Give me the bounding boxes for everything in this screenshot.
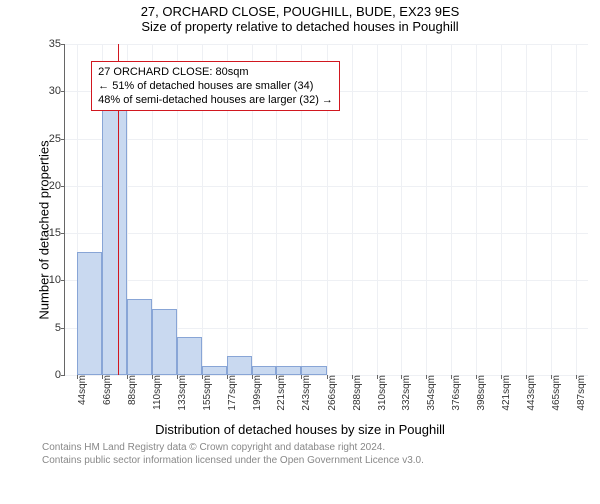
- y-tick-mark: [61, 233, 65, 234]
- histogram-bar: [127, 299, 152, 375]
- x-tick-label: 44sqm: [75, 375, 88, 405]
- footer-line-1: Contains HM Land Registry data © Crown c…: [42, 441, 592, 454]
- x-tick-mark: [526, 375, 527, 379]
- gridline-v: [551, 44, 552, 375]
- histogram-bar: [202, 366, 227, 375]
- gridline-v: [576, 44, 577, 375]
- histogram-bar: [77, 252, 102, 375]
- x-tick-label: 332sqm: [399, 375, 412, 411]
- gridline-v: [526, 44, 527, 375]
- x-tick-label: 66sqm: [100, 375, 113, 405]
- x-tick-label: 88sqm: [125, 375, 138, 405]
- gridline-v: [451, 44, 452, 375]
- y-tick-mark: [61, 91, 65, 92]
- gridline-v: [501, 44, 502, 375]
- x-tick-mark: [426, 375, 427, 379]
- footer-line-2: Contains public sector information licen…: [42, 454, 592, 467]
- x-tick-label: 199sqm: [250, 375, 263, 411]
- y-tick-mark: [61, 375, 65, 376]
- chart-container: Number of detached properties 0510152025…: [40, 40, 592, 420]
- x-tick-mark: [476, 375, 477, 379]
- y-tick-mark: [61, 139, 65, 140]
- footer: Contains HM Land Registry data © Crown c…: [0, 437, 600, 467]
- gridline-v: [377, 44, 378, 375]
- x-tick-label: 354sqm: [424, 375, 437, 411]
- x-tick-label: 177sqm: [225, 375, 238, 411]
- x-tick-label: 376sqm: [449, 375, 462, 411]
- x-tick-mark: [252, 375, 253, 379]
- x-tick-mark: [451, 375, 452, 379]
- histogram-bar: [227, 356, 252, 375]
- x-tick-mark: [301, 375, 302, 379]
- x-tick-mark: [152, 375, 153, 379]
- x-tick-label: 110sqm: [150, 375, 163, 410]
- x-axis-label: Distribution of detached houses by size …: [0, 422, 600, 437]
- histogram-bar: [152, 309, 178, 375]
- info-box: 27 ORCHARD CLOSE: 80sqm ← 51% of detache…: [91, 61, 340, 112]
- x-tick-label: 487sqm: [574, 375, 587, 411]
- gridline-v: [476, 44, 477, 375]
- y-tick-mark: [61, 186, 65, 187]
- x-tick-mark: [276, 375, 277, 379]
- y-tick-mark: [61, 280, 65, 281]
- x-tick-mark: [551, 375, 552, 379]
- x-tick-mark: [102, 375, 103, 379]
- x-tick-mark: [227, 375, 228, 379]
- address-title: 27, ORCHARD CLOSE, POUGHILL, BUDE, EX23 …: [0, 4, 600, 19]
- histogram-bar: [301, 366, 327, 375]
- x-tick-mark: [177, 375, 178, 379]
- x-tick-label: 398sqm: [474, 375, 487, 411]
- x-tick-label: 221sqm: [274, 375, 287, 411]
- x-tick-mark: [501, 375, 502, 379]
- x-tick-mark: [202, 375, 203, 379]
- x-tick-mark: [127, 375, 128, 379]
- histogram-bar: [177, 337, 202, 375]
- y-tick-mark: [61, 44, 65, 45]
- plot-area: 0510152025303544sqm66sqm88sqm110sqm133sq…: [64, 44, 588, 376]
- histogram-bar: [102, 110, 127, 375]
- gridline-v: [401, 44, 402, 375]
- histogram-bar: [276, 366, 301, 375]
- gridline-v: [426, 44, 427, 375]
- x-tick-mark: [576, 375, 577, 379]
- x-tick-label: 266sqm: [325, 375, 338, 411]
- x-tick-label: 155sqm: [200, 375, 213, 411]
- x-tick-label: 133sqm: [175, 375, 188, 411]
- x-tick-label: 243sqm: [299, 375, 312, 411]
- chart-subtitle: Size of property relative to detached ho…: [0, 19, 600, 34]
- x-tick-label: 310sqm: [375, 375, 388, 411]
- x-tick-mark: [352, 375, 353, 379]
- x-tick-label: 288sqm: [350, 375, 363, 411]
- x-tick-mark: [77, 375, 78, 379]
- x-tick-mark: [401, 375, 402, 379]
- info-line-3: 48% of semi-detached houses are larger (…: [98, 93, 333, 107]
- gridline-v: [352, 44, 353, 375]
- x-tick-mark: [327, 375, 328, 379]
- x-tick-mark: [377, 375, 378, 379]
- info-line-1: 27 ORCHARD CLOSE: 80sqm: [98, 65, 333, 79]
- x-tick-label: 443sqm: [524, 375, 537, 411]
- x-tick-label: 465sqm: [549, 375, 562, 411]
- x-tick-label: 421sqm: [499, 375, 512, 411]
- info-line-2: ← 51% of detached houses are smaller (34…: [98, 79, 333, 93]
- y-tick-mark: [61, 328, 65, 329]
- histogram-bar: [252, 366, 277, 375]
